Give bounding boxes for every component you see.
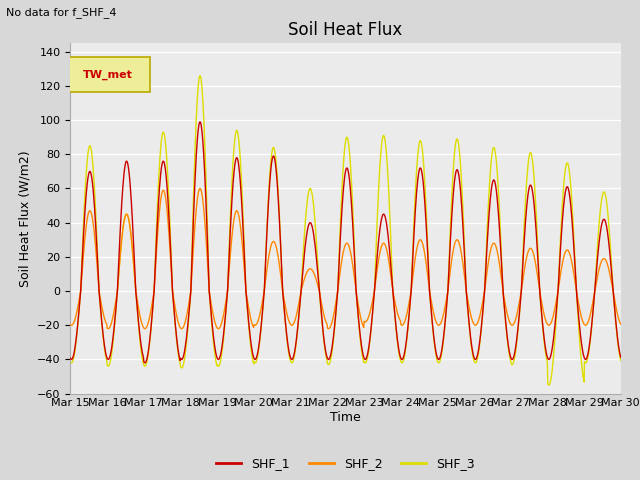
SHF_1 (176, 356, 184, 362)
SHF_2 (189, 248, 197, 254)
SHF_3 (175, 358, 183, 364)
Line: SHF_2: SHF_2 (70, 189, 621, 329)
SHF_1 (432, 348, 440, 353)
SHF_2 (252, 323, 259, 328)
SHF_1 (141, 360, 149, 366)
Line: SHF_1: SHF_1 (70, 122, 621, 363)
SHF_2 (104, 326, 112, 332)
SHF_1 (67, 355, 74, 361)
SHF_1 (252, 357, 259, 362)
SHF_3 (196, 73, 204, 79)
SHF_3 (504, 336, 511, 342)
Legend: SHF_1, SHF_2, SHF_3: SHF_1, SHF_2, SHF_3 (211, 452, 480, 475)
SHF_3 (251, 360, 259, 366)
SHF_3 (617, 358, 625, 363)
SHF_2 (552, 299, 560, 305)
SHF_2 (196, 186, 204, 192)
Line: SHF_3: SHF_3 (70, 76, 621, 385)
SHF_1 (196, 119, 204, 125)
Y-axis label: Soil Heat Flux (W/m2): Soil Heat Flux (W/m2) (19, 150, 31, 287)
SHF_2 (432, 318, 440, 324)
SHF_2 (176, 324, 184, 330)
SHF_1 (552, 310, 560, 315)
FancyBboxPatch shape (68, 57, 150, 92)
SHF_2 (504, 312, 511, 318)
SHF_3 (431, 348, 439, 354)
SHF_2 (67, 322, 74, 327)
SHF_2 (617, 321, 625, 327)
SHF_1 (617, 354, 625, 360)
SHF_1 (504, 337, 511, 343)
SHF_3 (67, 359, 74, 364)
Text: No data for f_SHF_4: No data for f_SHF_4 (6, 7, 117, 18)
SHF_3 (545, 382, 553, 388)
Text: TW_met: TW_met (83, 70, 132, 80)
X-axis label: Time: Time (330, 411, 361, 424)
Title: Soil Heat Flux: Soil Heat Flux (289, 21, 403, 39)
SHF_1 (189, 222, 197, 228)
SHF_3 (189, 217, 196, 223)
SHF_3 (552, 318, 560, 324)
